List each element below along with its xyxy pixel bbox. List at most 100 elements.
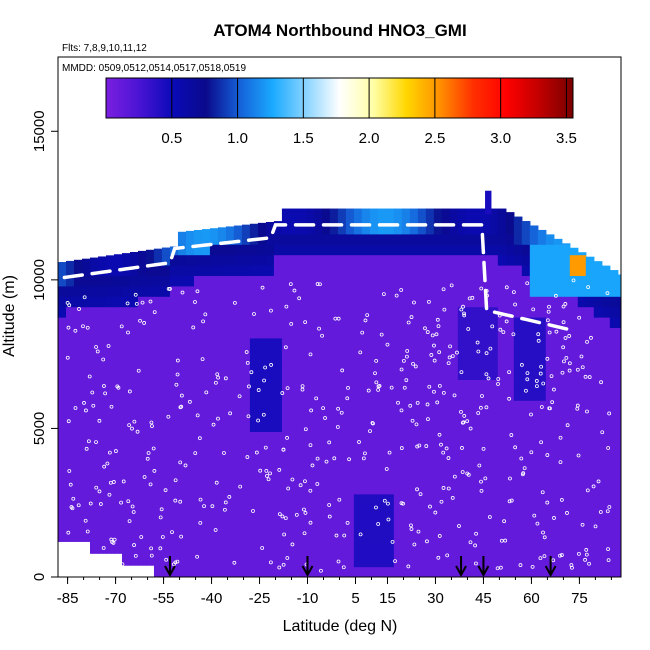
heatmap-cell (273, 493, 283, 505)
heatmap-cell (169, 379, 179, 391)
heatmap-cell (313, 348, 323, 360)
heatmap-cell (433, 389, 443, 401)
heatmap-cell (425, 504, 435, 516)
heatmap-cell (201, 244, 211, 256)
sample-point (547, 304, 551, 309)
sample-point (179, 534, 184, 539)
heatmap-cell (225, 317, 235, 328)
heatmap-cell (329, 525, 339, 536)
heatmap-cell (401, 306, 411, 318)
sample-point (175, 372, 180, 377)
heatmap-cell (593, 379, 603, 391)
heatmap-cell (273, 233, 283, 245)
heatmap-cell (457, 389, 467, 401)
heatmap-cell (345, 223, 355, 235)
heatmap-cell (369, 213, 379, 224)
heatmap-cell (569, 441, 579, 453)
heatmap-cell (513, 493, 523, 505)
heatmap-cell (489, 421, 499, 432)
heatmap-cell (89, 431, 99, 443)
heatmap-cell (233, 441, 243, 453)
heatmap-cell (201, 229, 211, 235)
heatmap-cell (281, 358, 291, 370)
heatmap-cell (137, 525, 147, 536)
sample-point (260, 546, 265, 550)
sample-point (583, 374, 588, 379)
heatmap-cell (105, 525, 115, 536)
heatmap-cell (201, 285, 211, 297)
heatmap-cell (169, 285, 179, 297)
heatmap-cell (337, 421, 347, 432)
heatmap-cell (97, 441, 107, 453)
heatmap-cell (337, 358, 347, 370)
sample-point (560, 370, 565, 375)
heatmap-cell (313, 285, 323, 297)
heatmap-cell (401, 410, 411, 422)
heatmap-cell (481, 379, 491, 391)
heatmap-cell (513, 441, 523, 453)
sample-point (587, 375, 592, 379)
heatmap-cell (113, 327, 123, 339)
heatmap-cell (281, 473, 291, 484)
heatmap-cell (609, 566, 619, 577)
heatmap-cell (121, 317, 131, 328)
heatmap-cell (241, 556, 251, 568)
heatmap-cell (265, 221, 275, 224)
heatmap-cell (185, 431, 195, 443)
heatmap-cell (161, 337, 171, 349)
heatmap-cell (241, 525, 251, 536)
heatmap-cell (361, 441, 371, 453)
heatmap-cell (529, 566, 539, 577)
heatmap-cell (537, 525, 547, 536)
heatmap-cell (321, 514, 331, 526)
heatmap-cell (217, 410, 227, 422)
sample-point (460, 470, 465, 474)
heatmap-cell (58, 317, 67, 328)
heatmap-cell (425, 400, 435, 412)
heatmap-cell (89, 369, 99, 380)
heatmap-cell (225, 379, 235, 391)
heatmap-cell (393, 379, 403, 391)
heatmap-cell (337, 504, 347, 516)
sample-point (495, 566, 500, 571)
sample-point (559, 498, 564, 502)
heatmap-cell (561, 243, 571, 245)
sample-point (393, 559, 397, 564)
flight-arrow-head (477, 565, 490, 578)
heatmap-cell (121, 389, 131, 401)
heatmap-cell (489, 431, 499, 443)
heatmap-cell (497, 421, 507, 432)
heatmap-cell (521, 379, 531, 391)
heatmap-cell (265, 275, 275, 287)
heatmap-cell (289, 400, 299, 412)
heatmap-cell (545, 358, 555, 370)
heatmap-cell (385, 566, 395, 577)
heatmap-cell (409, 348, 419, 360)
heatmap-cell (529, 452, 539, 464)
heatmap-cell (473, 421, 483, 432)
sample-point (460, 420, 465, 425)
heatmap-cell (521, 535, 531, 547)
heatmap-cell (417, 473, 427, 484)
heatmap-cell (345, 379, 355, 391)
sample-point (327, 514, 332, 519)
heatmap-cell (297, 410, 307, 422)
heatmap-cell (209, 337, 219, 349)
sample-point (466, 327, 471, 331)
heatmap-cell (561, 566, 571, 577)
heatmap-cell (409, 285, 419, 297)
heatmap-cell (145, 348, 155, 360)
heatmap-cell (281, 208, 291, 214)
heatmap-cell (569, 473, 579, 484)
heatmap-cell (249, 389, 259, 401)
heatmap-cell (137, 421, 147, 432)
heatmap-cell (473, 358, 483, 370)
heatmap-cell (89, 400, 99, 412)
sample-point (297, 296, 302, 301)
heatmap-cell (225, 462, 235, 474)
heatmap-cell (457, 285, 467, 297)
heatmap-cell (353, 348, 363, 360)
heatmap-cell (58, 514, 67, 526)
heatmap-cell (593, 358, 603, 370)
heatmap-cell (361, 525, 371, 536)
